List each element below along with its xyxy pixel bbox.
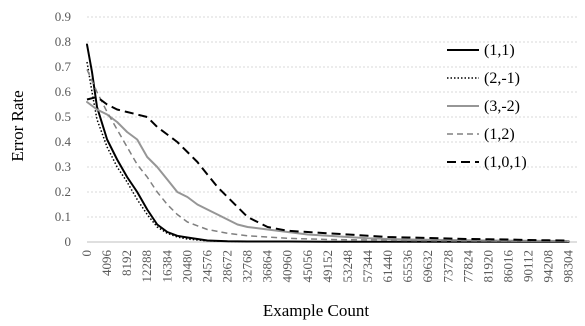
x-tick-label: 36864 (260, 250, 275, 283)
series-line-3 (86, 101, 570, 242)
x-tick-label: 28672 (219, 250, 234, 283)
legend-label-2: (2,-1) (484, 70, 520, 87)
x-tick-label: 57344 (360, 250, 375, 283)
series-line-1 (86, 43, 570, 243)
legend: (1,1) (2,-1) (3,-2) (1,2) (1,0,1) (447, 42, 527, 171)
x-tick-label: 8192 (119, 250, 134, 276)
x-tick-label: 24576 (199, 250, 214, 283)
y-tick-label: 0.3 (55, 159, 71, 174)
series-line-2 (86, 61, 569, 243)
x-tick-label: 45056 (300, 250, 315, 283)
x-tick-label: 65536 (400, 250, 415, 283)
legend-label-3: (3,-2) (484, 98, 520, 115)
x-tick-label: 16384 (159, 250, 174, 283)
x-tick-label: 61440 (380, 250, 395, 283)
y-tick-label: 0.4 (55, 134, 72, 149)
y-tick-labels: 0 0.1 0.2 0.3 0.4 0.5 0.6 0.7 0.8 0.9 (55, 9, 72, 249)
x-tick-label: 32768 (240, 250, 255, 283)
y-tick-label: 0.2 (55, 184, 71, 199)
y-axis-title: Error Rate (8, 90, 27, 161)
x-tick-label: 49152 (320, 250, 335, 283)
y-tick-label: 0.7 (55, 59, 72, 74)
x-tick-label: 86016 (500, 250, 515, 283)
x-tick-label: 12288 (139, 250, 154, 283)
x-tick-labels: 0 4096 8192 12288 16384 20480 24576 28672 32768 3… (79, 250, 576, 283)
series-line-5 (86, 96, 569, 242)
y-tick-label: 0.6 (55, 84, 72, 99)
y-tick-label: 0 (65, 234, 72, 249)
x-tick-label: 69632 (420, 250, 435, 283)
x-tick-label: 40960 (280, 250, 295, 283)
x-tick-label: 77824 (460, 250, 475, 283)
y-tick-label: 0.5 (55, 109, 71, 124)
x-axis-title: Example Count (263, 301, 370, 320)
series-lines (86, 43, 570, 243)
legend-label-4: (1,2) (484, 126, 515, 143)
y-tick-label: 0.9 (55, 9, 71, 24)
legend-label-1: (1,1) (484, 42, 515, 59)
gridlines (87, 16, 577, 218)
x-tick-label: 73728 (440, 250, 455, 283)
x-tick-label: 53248 (340, 250, 355, 283)
y-tick-label: 0.8 (55, 34, 71, 49)
series-line-4 (86, 69, 569, 243)
x-tick-label: 81920 (480, 250, 495, 283)
x-tick-label: 0 (79, 250, 94, 257)
y-tick-label: 0.1 (55, 209, 71, 224)
x-tick-label: 98304 (561, 250, 576, 283)
x-tick-label: 90112 (521, 250, 536, 282)
x-tick-label: 4096 (99, 250, 114, 277)
x-tick-label: 20480 (179, 250, 194, 283)
x-tick-label: 94208 (541, 250, 556, 283)
legend-label-5: (1,0,1) (484, 154, 527, 171)
